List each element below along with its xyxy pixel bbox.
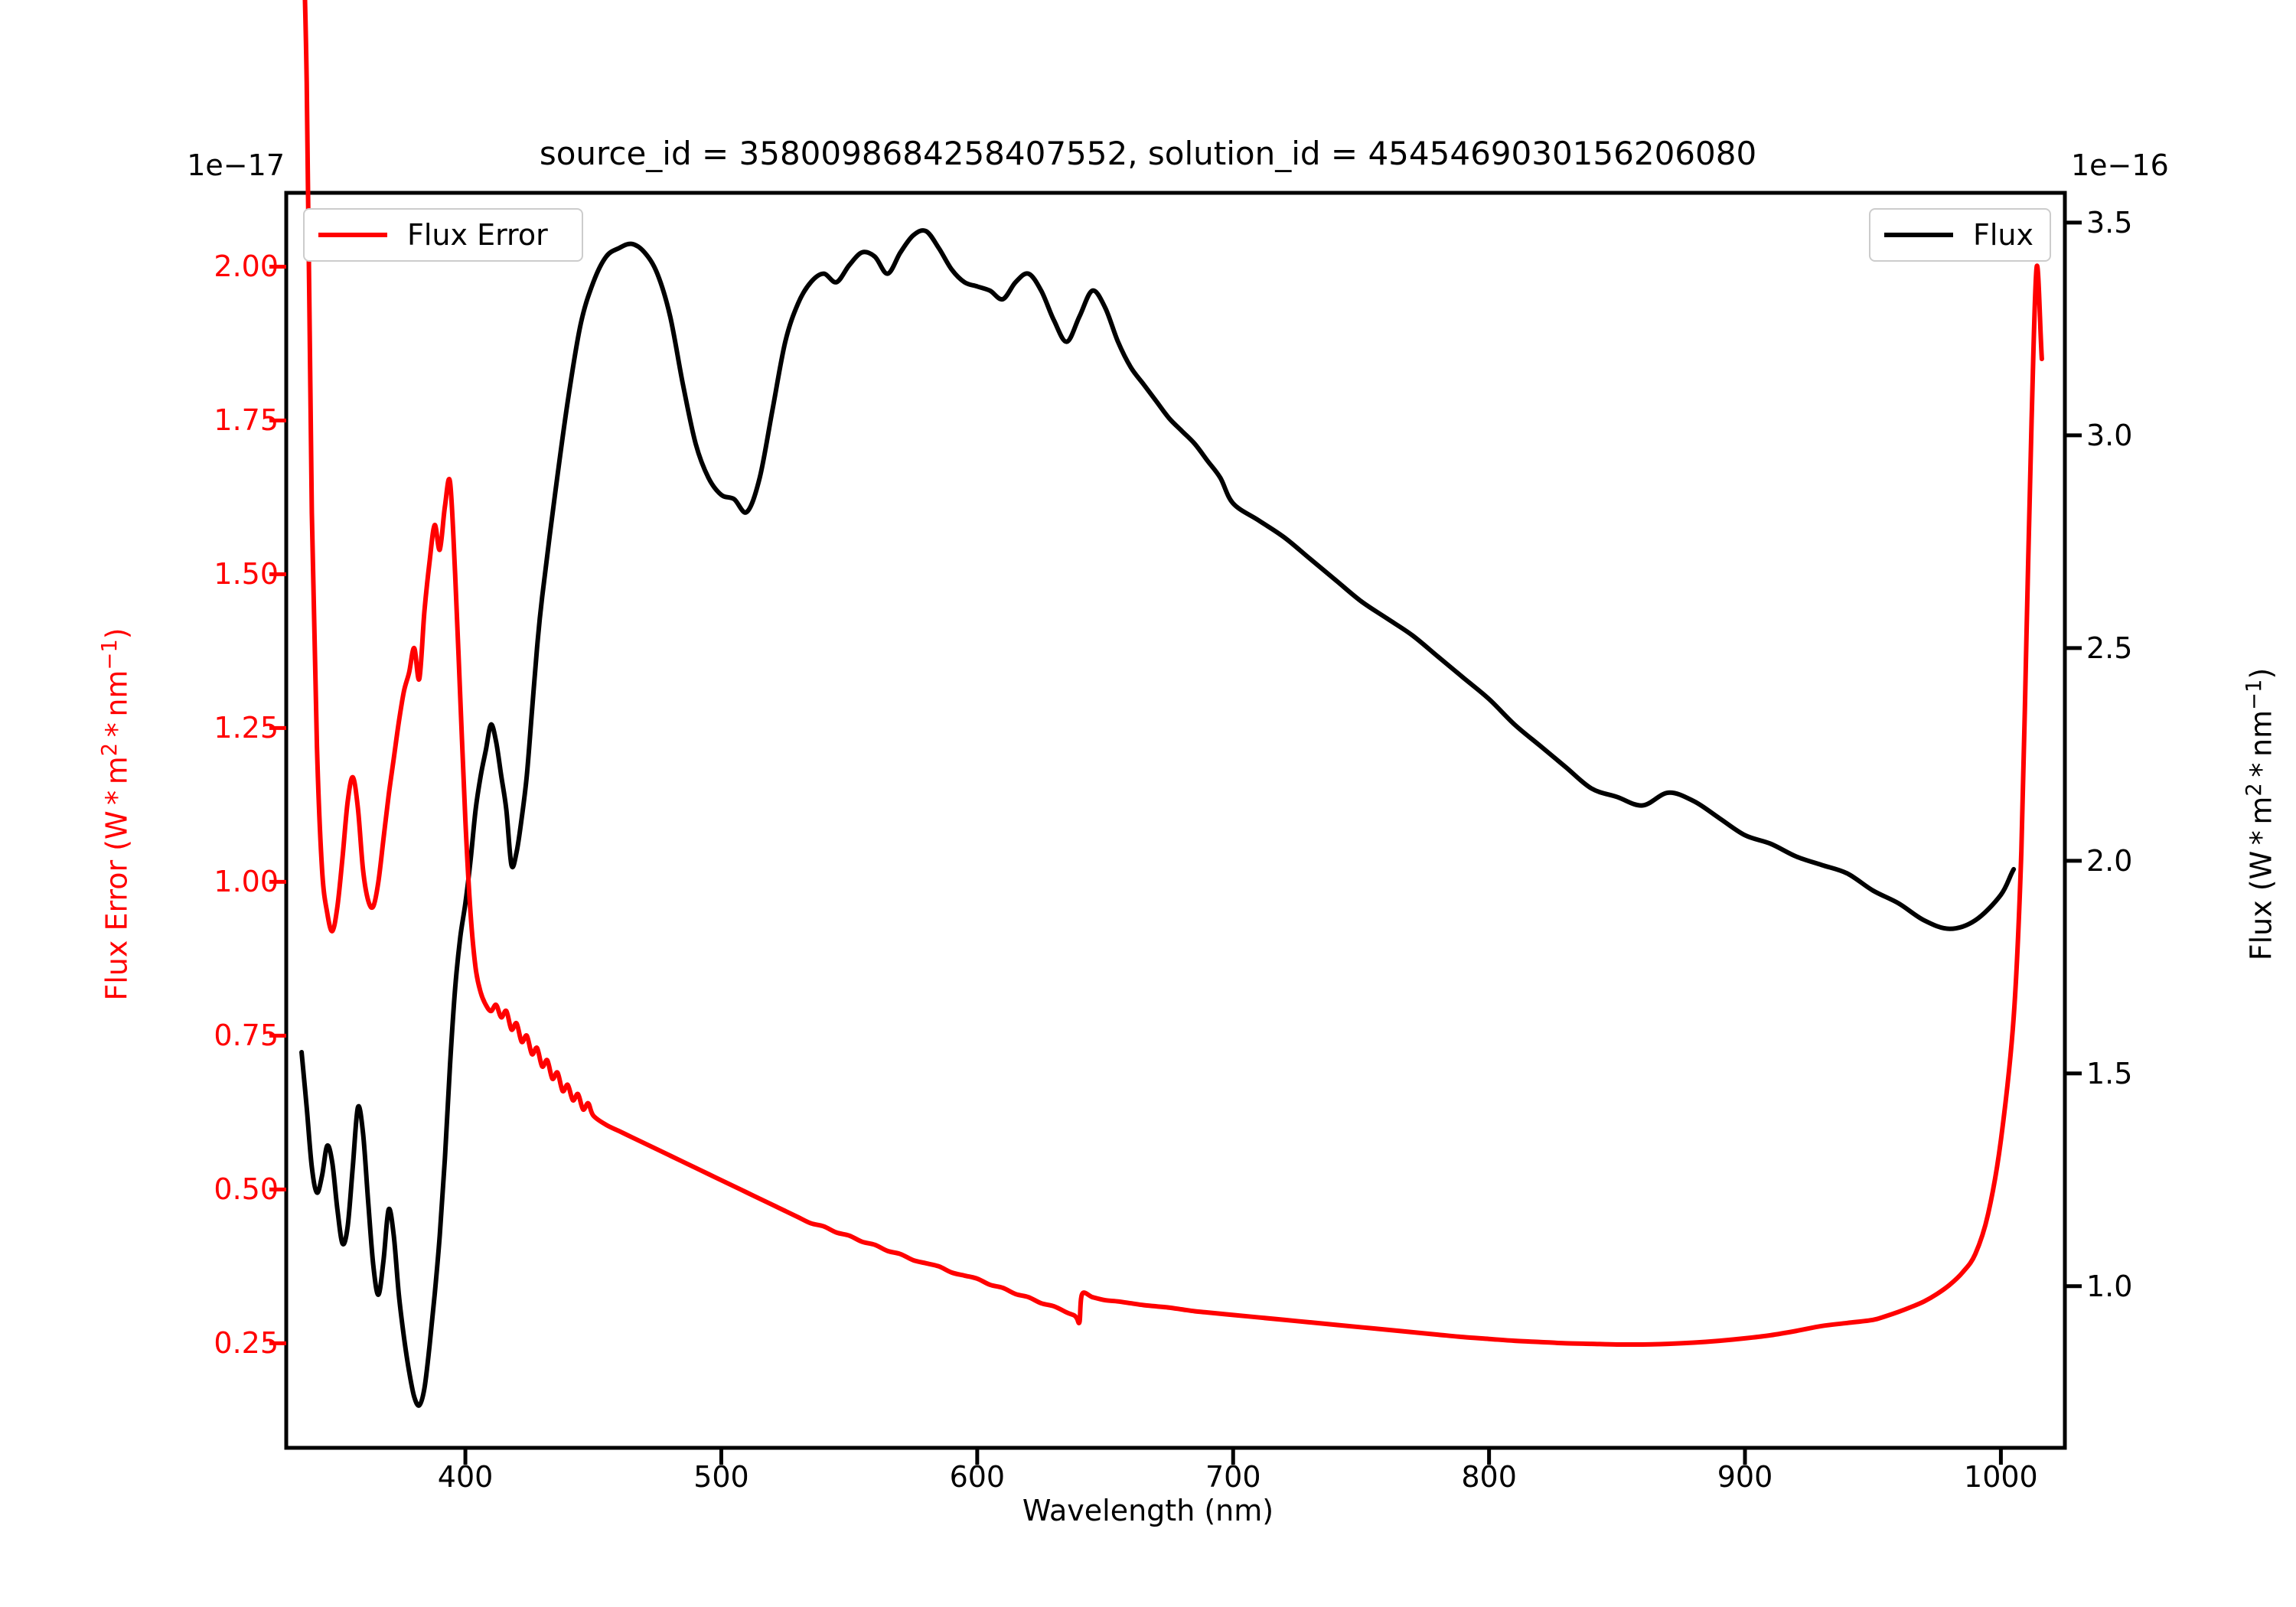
- legend-flux[interactable]: Flux: [1869, 208, 2051, 262]
- left-y-tick-label: 0.50: [214, 1172, 279, 1207]
- tick-marks: [269, 220, 2082, 1465]
- x-tick-label: 600: [949, 1460, 1006, 1494]
- right-y-tick-label: 1.5: [2086, 1056, 2133, 1090]
- legend-line-swatch-flux-error: [318, 233, 387, 237]
- legend-flux-error[interactable]: Flux Error: [303, 208, 583, 262]
- flux-error-line: [302, 0, 2044, 1348]
- x-tick-label: 500: [693, 1460, 749, 1494]
- left-y-tick-label: 0.25: [214, 1326, 279, 1361]
- legend-label-flux-error: Flux Error: [407, 218, 548, 252]
- left-y-tick-label: 0.75: [214, 1019, 279, 1053]
- axes-frame: [284, 191, 2067, 1450]
- right-y-tick-label: 3.0: [2086, 418, 2133, 452]
- x-tick-label: 1000: [1964, 1460, 2038, 1494]
- left-y-axis-label: Flux Error (W * m2 * nm−1): [98, 627, 134, 1001]
- left-y-tick-label: 2.00: [214, 249, 279, 284]
- x-tick-label: 400: [437, 1460, 494, 1494]
- right-y-tick-label: 3.5: [2086, 205, 2133, 240]
- left-y-tick-label: 1.00: [214, 865, 279, 899]
- legend-label-flux: Flux: [1973, 218, 2033, 252]
- x-tick-label: 700: [1205, 1460, 1261, 1494]
- x-tick-label: 800: [1461, 1460, 1517, 1494]
- x-tick-label: 900: [1717, 1460, 1773, 1494]
- right-y-tick-label: 2.0: [2086, 843, 2133, 878]
- left-y-tick-label: 1.25: [214, 711, 279, 745]
- right-y-tick-label: 2.5: [2086, 631, 2133, 665]
- flux-line: [299, 228, 2017, 1408]
- left-axis-offset-text: 1e−17: [187, 148, 285, 182]
- right-y-tick-label: 1.0: [2086, 1269, 2133, 1303]
- left-y-tick-label: 1.75: [214, 403, 279, 438]
- right-y-axis-label: Flux (W * m2 * nm−1): [2242, 667, 2278, 961]
- right-axis-offset-text: 1e−16: [2071, 148, 2169, 182]
- chart-title: source_id = 3580098684258407552, solutio…: [539, 135, 1757, 172]
- legend-line-swatch-flux: [1884, 233, 1953, 237]
- left-y-tick-label: 1.50: [214, 557, 279, 592]
- x-axis-label: Wavelength (nm): [1022, 1494, 1274, 1527]
